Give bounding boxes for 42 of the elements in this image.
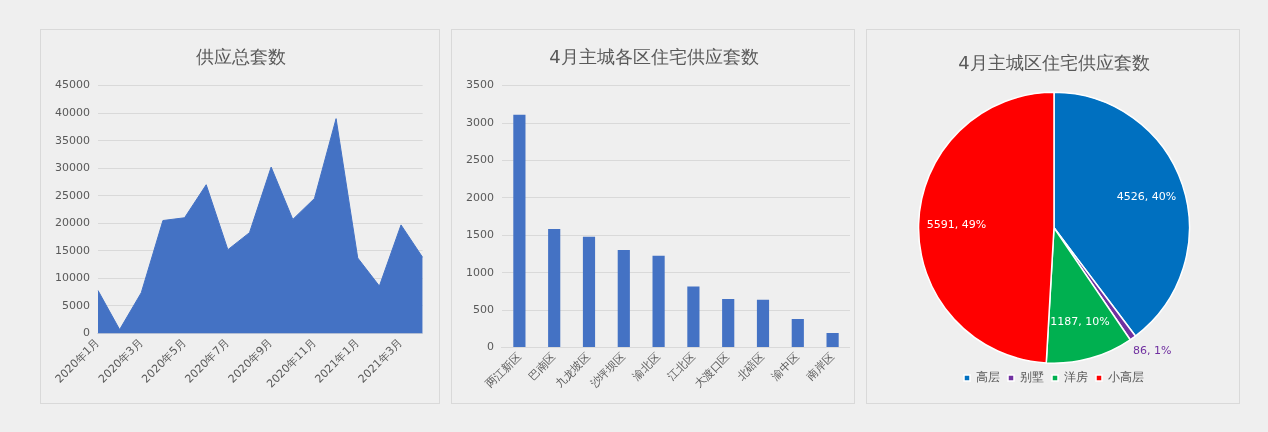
y-tick-label: 0 — [82, 326, 90, 340]
y-tick-label: 500 — [472, 302, 494, 316]
bar — [722, 298, 735, 348]
y-tick-label: 20000 — [54, 216, 90, 230]
x-tick-label: 北碚区 — [734, 350, 768, 383]
data-label: 5591, 49% — [926, 217, 987, 231]
y-tick-label: 3000 — [465, 115, 494, 129]
legend-label: 洋房 — [1064, 370, 1088, 385]
data-label: 4526, 40% — [1116, 189, 1177, 203]
x-tick-label: 渝中区 — [769, 350, 802, 383]
legend-label: 别墅 — [1020, 370, 1044, 385]
y-tick-label: 40000 — [54, 105, 90, 119]
y-tick-label: 1500 — [465, 228, 494, 242]
y-tick-label: 15000 — [54, 243, 90, 257]
bar — [652, 255, 665, 348]
y-tick-label: 30000 — [54, 161, 90, 175]
chart-title: 4月主城区住宅供应套数 — [958, 52, 1150, 74]
bar — [687, 286, 700, 348]
data-label: 86, 1% — [1132, 343, 1172, 357]
y-tick-label: 3500 — [465, 78, 494, 92]
bar — [791, 319, 804, 348]
bar — [582, 236, 596, 348]
bar — [756, 299, 770, 348]
y-tick-label: 5000 — [61, 298, 90, 312]
y-tick-label: 2000 — [465, 190, 494, 204]
y-tick-label: 45000 — [54, 78, 90, 92]
legend-label: 高层 — [976, 370, 1000, 385]
x-tick-label: 渝北区 — [630, 350, 663, 383]
y-tick-label: 2500 — [465, 153, 494, 167]
y-tick-label: 35000 — [54, 133, 90, 147]
legend-label: 小高层 — [1108, 370, 1144, 385]
bar — [826, 332, 839, 348]
bar — [513, 114, 526, 348]
bar — [548, 228, 561, 348]
x-tick-label: 南岸区 — [804, 350, 837, 383]
y-tick-label: 1000 — [465, 265, 494, 279]
y-tick-label: 25000 — [54, 188, 90, 202]
y-tick-label: 10000 — [54, 271, 90, 285]
bar — [617, 249, 630, 348]
chart-title: 4月主城各区住宅供应套数 — [549, 46, 759, 68]
data-label: 1187, 10% — [1050, 314, 1110, 328]
chart-title: 供应总套数 — [196, 46, 286, 68]
